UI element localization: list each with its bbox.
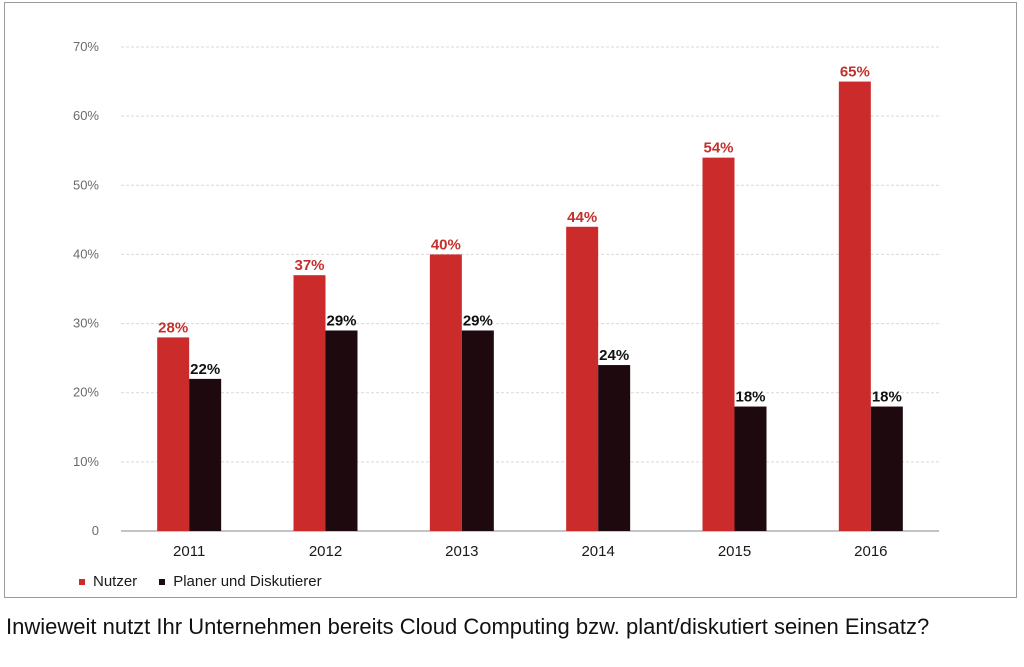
data-label: 29% (463, 312, 493, 329)
y-tick-label: 50% (73, 177, 99, 192)
x-tick-label: 2011 (173, 543, 205, 560)
data-label: 18% (872, 389, 902, 406)
bar-planer-und-diskutierer-2013 (461, 330, 494, 531)
bar-planer-und-diskutierer-2012 (325, 330, 358, 531)
x-tick-label: 2015 (718, 543, 751, 560)
legend-swatch-planer (159, 578, 166, 585)
bar-chart: 0 10% 20% 30% 40% 50% 60% 70% 28% 22% 2011 37% 29% 20… (73, 39, 939, 560)
bar-nutzer-2011 (157, 337, 190, 531)
y-tick-label: 20% (73, 385, 99, 400)
y-tick-label: 10% (73, 454, 99, 469)
legend: Nutzer Planer und Diskutierer (79, 573, 322, 590)
legend-item-planer: Planer und Diskutierer (159, 573, 322, 590)
data-label: 28% (158, 319, 188, 336)
bar-planer-und-diskutierer-2016 (870, 406, 903, 531)
legend-swatch-nutzer (79, 578, 85, 585)
data-label: 24% (599, 347, 629, 364)
chart-caption: Inwieweit nutzt Ihr Unternehmen bereits … (6, 614, 930, 639)
y-tick-label: 30% (73, 316, 99, 331)
y-tick-label: 40% (73, 246, 99, 261)
bar-nutzer-2012 (293, 275, 326, 531)
legend-label-nutzer: Nutzer (93, 573, 138, 590)
bar-planer-und-diskutierer-2014 (598, 365, 631, 531)
y-tick-label: 0 (92, 523, 99, 538)
x-tick-label: 2014 (581, 543, 614, 560)
y-tick-label: 70% (73, 39, 99, 54)
bar-nutzer-2015 (702, 157, 735, 531)
legend-label-planer: Planer und Diskutierer (173, 573, 322, 590)
data-label: 18% (735, 389, 765, 406)
data-label: 37% (294, 257, 324, 274)
x-tick-label: 2013 (445, 543, 478, 560)
data-label: 54% (703, 140, 733, 157)
bar-planer-und-diskutierer-2015 (734, 406, 767, 531)
chart-frame: 0 10% 20% 30% 40% 50% 60% 70% 28% 22% 2011 37% 29% 20… (4, 2, 1017, 598)
data-label: 44% (567, 209, 597, 226)
data-label: 29% (326, 312, 356, 329)
x-tick-label: 2016 (854, 543, 887, 560)
bar-planer-und-diskutierer-2011 (189, 378, 222, 531)
data-label: 22% (190, 361, 220, 378)
bar-nutzer-2016 (838, 81, 871, 532)
legend-item-nutzer: Nutzer (79, 573, 137, 590)
data-label: 40% (431, 236, 461, 253)
bar-nutzer-2013 (429, 254, 462, 531)
data-label: 65% (840, 64, 870, 81)
x-tick-label: 2012 (309, 543, 342, 560)
bar-nutzer-2014 (566, 226, 599, 531)
y-tick-label: 60% (73, 108, 99, 123)
